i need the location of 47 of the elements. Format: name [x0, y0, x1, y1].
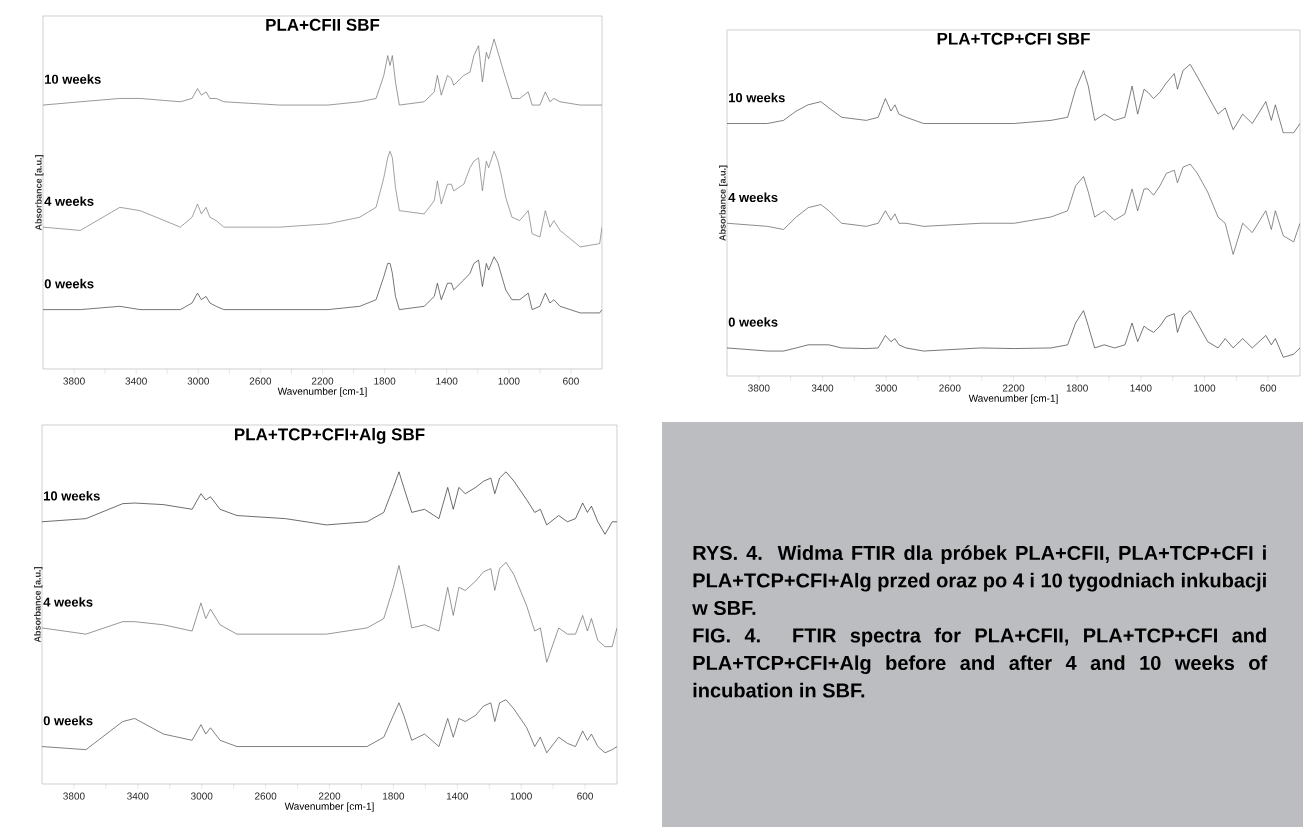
x-tick-label: 1000 — [1194, 384, 1216, 392]
x-tick-label: 1400 — [446, 792, 469, 800]
x-tick-label: 3000 — [875, 384, 897, 392]
series-label: 10 weeks — [44, 491, 100, 501]
x-axis-title: Wavenumber [cm-1] — [968, 394, 1058, 404]
x-tick-label: 600 — [577, 792, 594, 800]
series-label: 10 weeks — [729, 92, 785, 103]
x-tick-label: 2200 — [311, 377, 334, 385]
chart-title: PLA+TCP+CFI SBF — [937, 32, 1090, 45]
x-tick-label: 3000 — [190, 792, 213, 800]
series-label: 4 weeks — [728, 192, 778, 203]
y-axis-title: Absorbance [a.u.] — [35, 155, 44, 231]
x-tick-label: 1800 — [1066, 384, 1088, 392]
x-tick-label: 3800 — [63, 377, 85, 385]
x-tick-label: 2200 — [318, 792, 341, 800]
x-tick-label: 3000 — [187, 377, 210, 385]
series-label: 0 weeks — [44, 278, 94, 289]
series-label: 4 weeks — [44, 196, 94, 206]
chart-title: PLA+TCP+CFI+Alg SBF — [235, 427, 425, 444]
y-axis-title: Absorbance [a.u.] — [34, 567, 43, 643]
x-tick-label: 1000 — [498, 377, 520, 385]
x-tick-label: 600 — [1260, 384, 1277, 392]
x-tick-label: 1400 — [1130, 384, 1152, 392]
text: RYS. 4. Widma FTIR dla próbek PLA+CFII, PLA+TCP+CFI i PLA+TCP+CFI+Alg przed oraz po 4 i 10 tygodniach inkubacji w SBF. — [692, 545, 1266, 616]
x-tick-label: 2600 — [249, 377, 272, 385]
x-tick-label: 3400 — [125, 377, 147, 385]
x-tick-label: 1800 — [383, 792, 405, 800]
x-tick-label: 2600 — [939, 384, 961, 392]
x-tick-label: 2200 — [1002, 384, 1025, 392]
caption: FIG. 4. FTIR spectra for PLA+CFII, PLA+TCP+CFI and PLA+TCP+CFI+Alg before and after 4 and 10 weeks of incubation in SBF. — [693, 627, 1268, 698]
x-tick-label: 3800 — [63, 792, 85, 800]
x-tick-label: 3800 — [748, 384, 770, 392]
series-label: 4 weeks — [43, 597, 93, 607]
x-tick-label: 1000 — [510, 792, 532, 800]
series-label: 0 weeks — [43, 715, 93, 726]
x-tick-label: 3400 — [811, 384, 834, 392]
x-axis-title: Wavenumber [cm-1] — [277, 387, 367, 397]
series-label: 10 weeks — [45, 74, 101, 84]
x-tick-label: 1400 — [436, 377, 458, 385]
x-tick-label: 600 — [563, 377, 579, 385]
y-axis-title: Absorbance [a.u.] — [719, 165, 728, 241]
x-tick-label: 1800 — [374, 377, 396, 385]
x-axis-title: Wavenumber [cm-1] — [284, 802, 374, 812]
series-label: 0 weeks — [728, 317, 778, 327]
x-tick-label: 3400 — [127, 792, 149, 800]
chart-title: PLA+CFII SBF — [266, 18, 380, 31]
x-tick-label: 2600 — [254, 792, 277, 800]
